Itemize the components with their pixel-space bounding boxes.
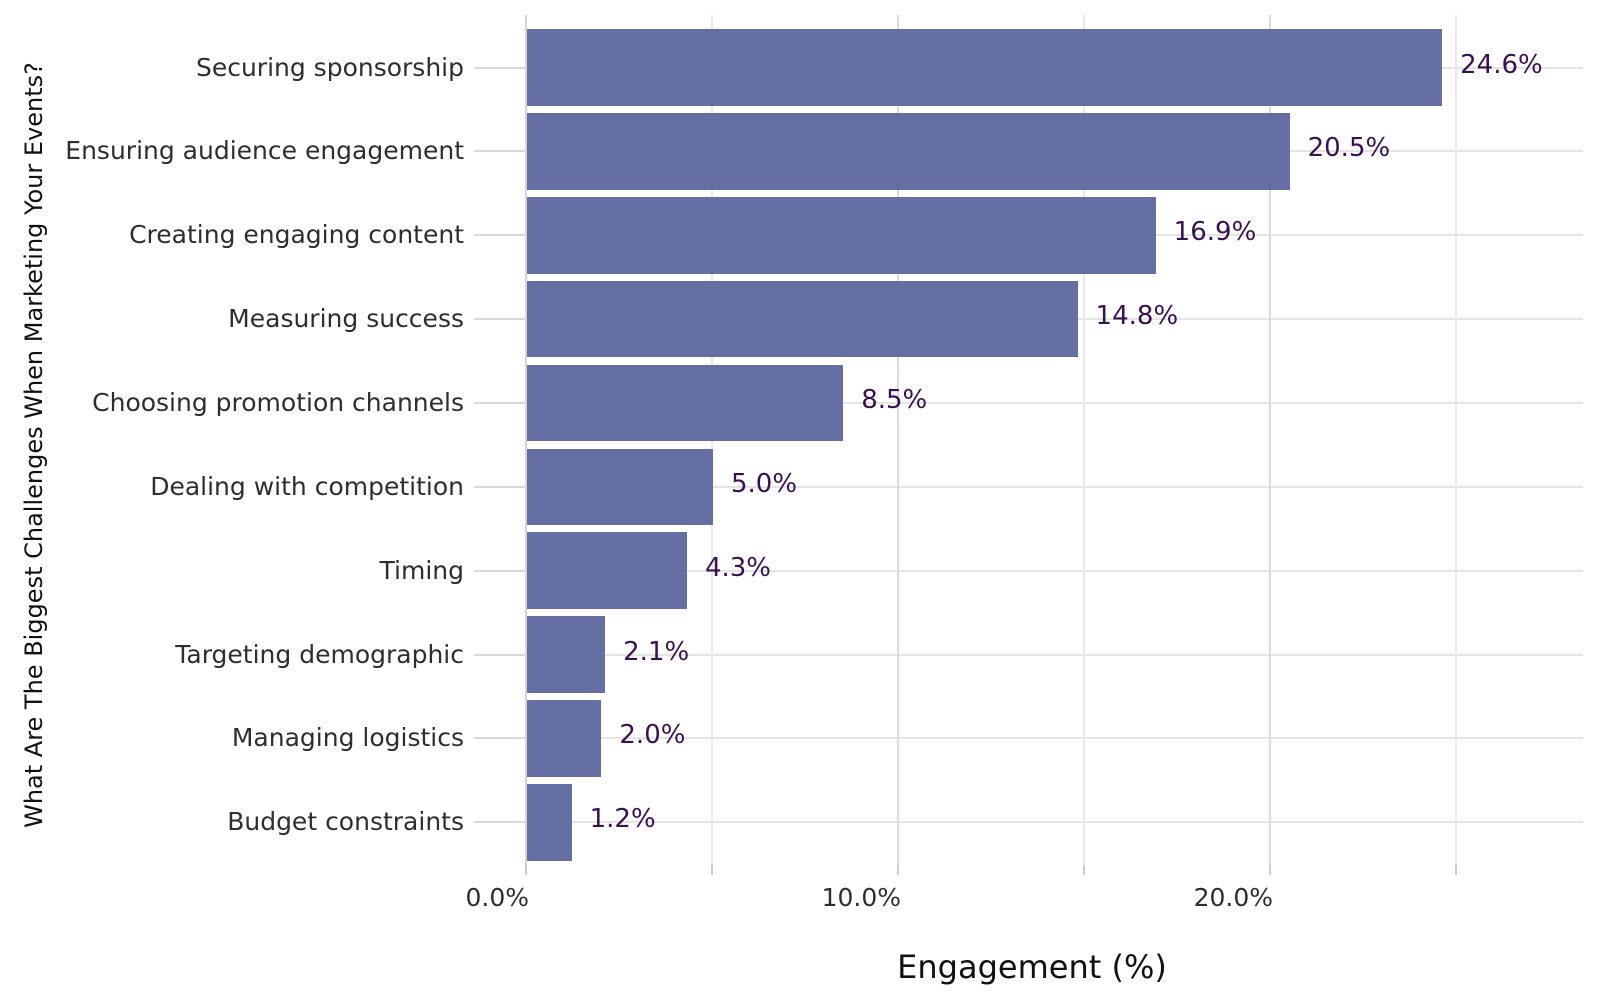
- category-label-choosing-promotion-channels: Choosing promotion channels: [92, 388, 464, 418]
- bar-managing-logistics: [527, 700, 602, 777]
- y-tick-mark: [474, 66, 526, 69]
- value-label-measuring-success: 14.8%: [1095, 301, 1179, 332]
- x-tick-mark: [525, 865, 527, 875]
- gridline-horizontal: [526, 653, 1583, 656]
- bar-ensuring-audience-engagement: [527, 113, 1290, 190]
- value-label-creating-engaging-content: 16.9%: [1173, 217, 1257, 248]
- category-label-targeting-demographic: Targeting demographic: [175, 639, 464, 669]
- category-label-dealing-with-competition: Dealing with competition: [150, 471, 464, 501]
- gridline-vertical: [897, 15, 899, 865]
- x-tick-label: 20.0%: [1193, 883, 1273, 912]
- gridline-vertical: [1455, 15, 1457, 865]
- value-label-choosing-promotion-channels: 8.5%: [861, 385, 928, 416]
- value-label-ensuring-audience-engagement: 20.5%: [1307, 133, 1391, 164]
- y-tick-mark: [474, 402, 526, 405]
- gridline-vertical: [1269, 15, 1271, 865]
- y-tick-mark: [474, 318, 526, 321]
- x-tick-mark: [1269, 865, 1271, 875]
- bar-budget-constraints: [527, 784, 572, 861]
- y-axis-line: [525, 15, 527, 865]
- gridline-horizontal: [526, 402, 1583, 405]
- y-tick-mark: [474, 569, 526, 572]
- bar-creating-engaging-content: [527, 197, 1156, 274]
- x-tick-mark: [1455, 865, 1457, 875]
- bar-targeting-demographic: [527, 616, 606, 693]
- y-tick-mark: [474, 150, 526, 153]
- category-label-managing-logistics: Managing logistics: [231, 723, 464, 753]
- y-tick-mark: [474, 485, 526, 488]
- category-label-creating-engaging-content: Creating engaging content: [129, 220, 464, 250]
- value-label-dealing-with-competition: 5.0%: [731, 468, 798, 499]
- value-label-timing: 4.3%: [704, 552, 772, 583]
- category-label-budget-constraints: Budget constraints: [227, 807, 464, 837]
- gridline-horizontal: [526, 821, 1583, 824]
- bar-measuring-success: [527, 280, 1078, 358]
- y-tick-mark: [474, 821, 526, 824]
- x-tick-mark: [711, 865, 713, 875]
- bar-securing-sponsorship: [527, 29, 1443, 106]
- y-tick-mark: [474, 234, 526, 237]
- gridline-horizontal: [526, 737, 1583, 740]
- category-label-securing-sponsorship: Securing sponsorship: [195, 52, 464, 82]
- bar-choosing-promotion-channels: [527, 364, 844, 442]
- value-label-securing-sponsorship: 24.6%: [1460, 49, 1543, 80]
- y-tick-mark: [474, 737, 526, 740]
- bar-dealing-with-competition: [527, 448, 713, 526]
- gridline-horizontal: [526, 569, 1583, 572]
- x-tick-label: 10.0%: [821, 883, 901, 912]
- value-label-budget-constraints: 1.2%: [589, 804, 656, 835]
- category-label-measuring-success: Measuring success: [228, 304, 464, 334]
- category-label-timing: Timing: [379, 555, 464, 585]
- x-axis-title: Engagement (%): [897, 948, 1167, 986]
- x-tick-label: 0.0%: [465, 883, 529, 912]
- gridline-horizontal: [526, 485, 1583, 488]
- value-label-managing-logistics: 2.0%: [619, 720, 686, 751]
- x-tick-mark: [1083, 865, 1085, 875]
- gridline-vertical: [1083, 15, 1085, 865]
- category-label-ensuring-audience-engagement: Ensuring audience engagement: [65, 136, 464, 166]
- x-tick-mark: [897, 865, 899, 875]
- y-tick-mark: [474, 653, 526, 656]
- bar-timing: [527, 532, 687, 610]
- value-label-targeting-demographic: 2.1%: [623, 636, 690, 667]
